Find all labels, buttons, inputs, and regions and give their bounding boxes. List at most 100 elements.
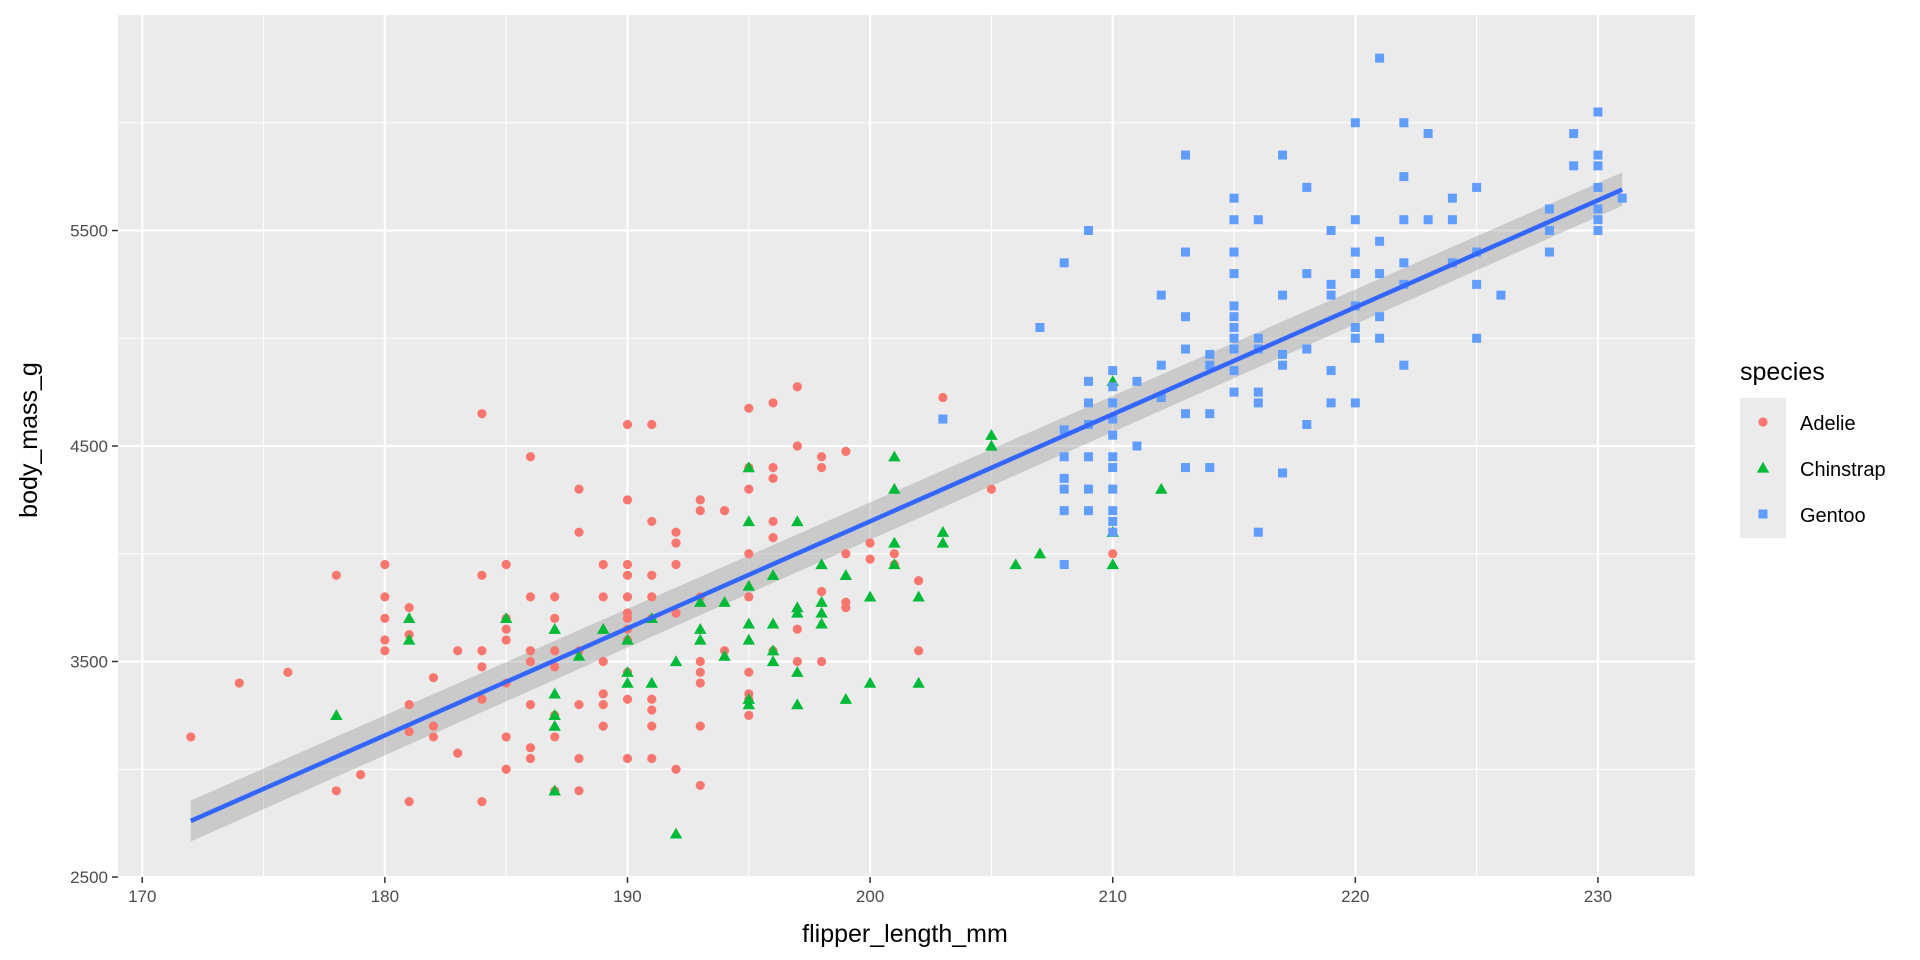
point-adelie [622,694,633,704]
legend-label-gentoo: Gentoo [1800,505,1866,527]
point-gentoo [1544,204,1554,214]
point-gentoo [1059,506,1069,516]
point-gentoo [1083,226,1093,235]
point-adelie [914,576,924,586]
point-adelie [695,721,705,731]
point-chinstrap [888,558,901,570]
point-chinstrap [548,622,561,634]
point-gentoo [1375,236,1385,246]
point-gentoo [1593,161,1603,171]
point-gentoo [1278,290,1288,300]
point-gentoo [1083,376,1093,386]
point-gentoo [1375,312,1385,322]
point-adelie [671,764,681,774]
point-adelie [453,748,463,758]
trend-line-path [189,187,1624,824]
point-gentoo [938,414,948,424]
point-chinstrap [1033,547,1047,559]
point-adelie [647,570,657,580]
point-gentoo [1278,360,1288,370]
point-gentoo [1326,290,1336,300]
point-gentoo [1205,409,1215,419]
point-gentoo [1593,215,1603,225]
x-tick-label: 200 [856,887,884,906]
legend-key-chinstrap [1756,461,1770,473]
point-adelie [525,700,536,710]
point-adelie [647,694,657,704]
point-gentoo [1569,161,1579,171]
point-chinstrap [912,590,925,602]
point-gentoo [1156,393,1166,403]
point-chinstrap [669,655,683,667]
point-gentoo [1472,182,1482,192]
point-gentoo [1059,258,1069,268]
point-adelie [865,538,875,548]
point-adelie [574,786,584,796]
point-gentoo [1108,430,1118,440]
point-adelie [986,484,997,494]
point-adelie [404,726,414,737]
point-chinstrap [1106,558,1119,570]
point-chinstrap [766,569,780,580]
point-chinstrap [499,612,513,624]
point-adelie [647,592,657,602]
point-chinstrap [669,827,683,839]
point-gentoo [1375,53,1385,63]
legend-key-adelie [1758,417,1768,427]
point-adelie [744,710,754,720]
point-gentoo [1229,322,1239,332]
point-gentoo [1132,441,1142,451]
point-gentoo [1350,333,1360,343]
point-gentoo [1326,279,1336,289]
legend-title: species [1740,358,1825,386]
point-gentoo [1399,118,1409,128]
point-gentoo [1229,301,1239,311]
point-chinstrap [839,693,853,704]
y-tick-label: 3500 [70,653,108,672]
point-adelie [525,452,536,462]
point-adelie [744,403,754,413]
point-adelie [695,506,705,516]
point-chinstrap [815,606,828,618]
point-chinstrap [791,698,804,710]
point-gentoo [1593,150,1603,160]
point-adelie [695,495,705,505]
point-chinstrap [936,526,950,537]
point-chinstrap [402,612,416,624]
point-gentoo [1253,333,1263,343]
point-chinstrap [548,687,561,699]
point-adelie [525,753,536,764]
legend-label-chinstrap: Chinstrap [1800,459,1886,481]
point-adelie [914,646,924,656]
point-adelie [1108,549,1118,559]
point-gentoo [1350,322,1360,332]
point-adelie [744,592,754,602]
point-adelie [622,592,633,602]
point-gentoo [1108,516,1118,526]
point-adelie [841,603,851,613]
point-adelie [428,673,438,683]
point-chinstrap [863,676,877,688]
point-gentoo [1108,463,1118,473]
point-adelie [428,732,438,742]
point-adelie [453,646,463,656]
point-gentoo [1375,333,1385,343]
point-gentoo [1253,398,1263,408]
point-gentoo [1229,215,1239,225]
point-gentoo [1326,398,1336,408]
point-gentoo [1375,269,1385,279]
point-chinstrap [1155,482,1168,494]
point-adelie [501,624,511,634]
point-adelie [404,700,414,710]
point-adelie [695,780,705,791]
point-chinstrap [694,596,707,607]
x-axis-ticks: 170 180 190 200 210 220 230 [128,877,1612,906]
point-gentoo [1350,398,1360,408]
point-adelie [744,484,754,494]
point-chinstrap [645,676,658,688]
point-adelie [477,796,487,807]
point-adelie [816,586,827,597]
point-chinstrap [766,644,780,656]
point-adelie [574,527,584,537]
point-adelie [671,538,681,548]
